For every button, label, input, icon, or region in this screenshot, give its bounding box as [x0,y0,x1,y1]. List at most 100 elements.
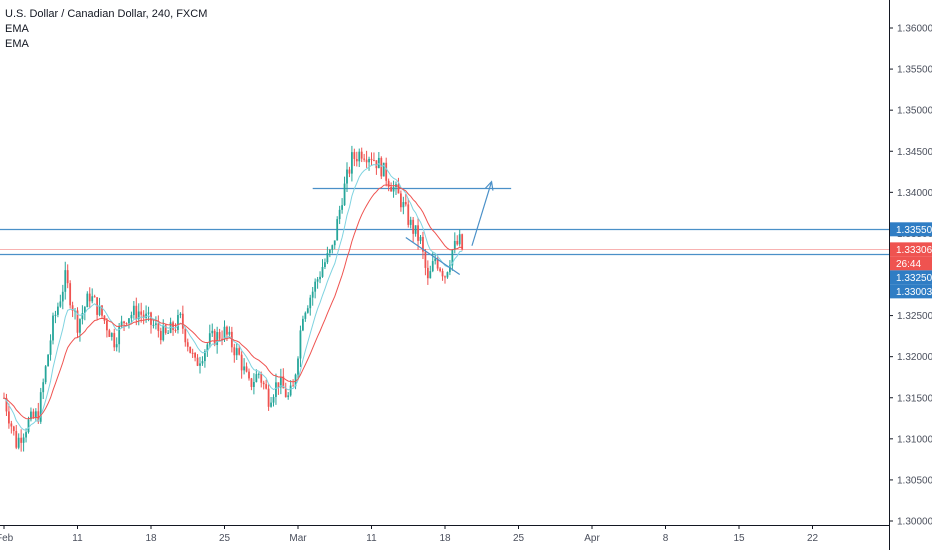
candle-body [417,225,419,241]
candle-body [204,351,206,362]
candle-body [44,366,47,383]
candle-body [368,158,370,163]
candle-body [449,265,451,273]
candle-body [336,219,339,241]
ema-indicator-1[interactable]: EMA [5,23,29,35]
candle-body [61,291,64,302]
price-tag-box [890,242,932,257]
candle-body [177,315,179,330]
candle-body [184,328,187,343]
candle-body [439,268,441,271]
candle-body [137,311,140,320]
candle-body [120,321,123,327]
candle-body [108,330,111,337]
candle-body [123,321,125,324]
candle-body [159,330,162,341]
candle-body [341,205,343,210]
candle-body [279,376,282,388]
candle-body [81,313,84,320]
time-tick-label: 25 [513,533,525,544]
candle-body [76,310,79,333]
candle-body [412,219,415,234]
candle-body [289,385,292,396]
candle-body [110,333,113,337]
candle-body [152,324,155,326]
candle-body [15,431,18,448]
candle-body [98,305,101,315]
candle-body [201,361,204,364]
candle-body [243,366,245,371]
ema-layer [3,163,463,431]
price-tick-label: 1.34000 [897,188,932,199]
candle-body [316,279,319,282]
symbol-title[interactable]: U.S. Dollar / Canadian Dollar, 240, FXCM [5,8,208,20]
candle-body [297,358,299,375]
price-tick-label: 1.36000 [897,24,932,35]
candle-body [74,310,76,312]
price-tag-label: 1.33306 [896,245,932,256]
candle-body [5,397,8,412]
candle-body [64,270,67,292]
candle-body [272,396,275,403]
candle-body [37,411,40,422]
candle-body [164,325,167,333]
candle-body [206,344,209,352]
candle-body [101,305,103,316]
candle-body [302,318,304,331]
candle-body [194,352,196,358]
candle-body [365,159,368,163]
candle-body [213,330,216,345]
candle-body [431,261,434,272]
time-axis[interactable]: Feb 11 18 25 Mar 11 18 25 Apr 8 15 22 [0,525,818,544]
candle-body [351,152,353,174]
candle-body [172,322,174,330]
candle-body [397,184,400,194]
candle-body [461,234,464,250]
candle-body [333,240,336,246]
candle-body [66,270,69,284]
time-tick-label: 18 [145,533,157,544]
candle-body [93,296,96,298]
candle-body [424,251,427,268]
candle-body [71,305,74,311]
candle-body [400,193,402,208]
price-tag-label: 1.33003 [896,287,932,298]
candle-body [306,308,309,313]
candle-body [245,366,248,372]
price-tick-label: 1.34500 [897,147,932,158]
candle-body [429,271,432,279]
candle-body [458,234,461,245]
time-tick-label: 8 [663,533,669,544]
candle-body [324,262,326,267]
drawings-layer [405,180,494,275]
price-tick-label: 1.32500 [897,311,932,322]
candle-body [319,276,321,280]
axes-layer [0,0,890,550]
candle-body [434,258,437,262]
candle-body [25,432,27,438]
ema-fast-line [3,163,463,431]
price-tag-box [890,284,932,299]
candle-body [338,209,341,220]
candles-layer [3,145,464,452]
candle-body [287,395,290,398]
time-tick-label: 15 [733,533,745,544]
time-tick-label: 11 [72,533,83,544]
candle-body [42,382,45,393]
candle-body [277,382,280,388]
candle-body [444,276,446,278]
candle-body [267,388,270,407]
price-tick-label: 1.31500 [897,393,932,404]
candle-body [360,151,363,159]
candle-body [189,346,192,353]
candle-body [373,160,375,162]
candle-body [404,202,407,205]
ema-indicator-2[interactable]: EMA [5,38,29,50]
candle-body [426,267,429,279]
candle-body [233,347,236,356]
price-tick-label: 1.35000 [897,106,932,117]
candle-body [235,348,238,356]
candle-body [39,392,42,422]
candle-body [358,151,361,162]
